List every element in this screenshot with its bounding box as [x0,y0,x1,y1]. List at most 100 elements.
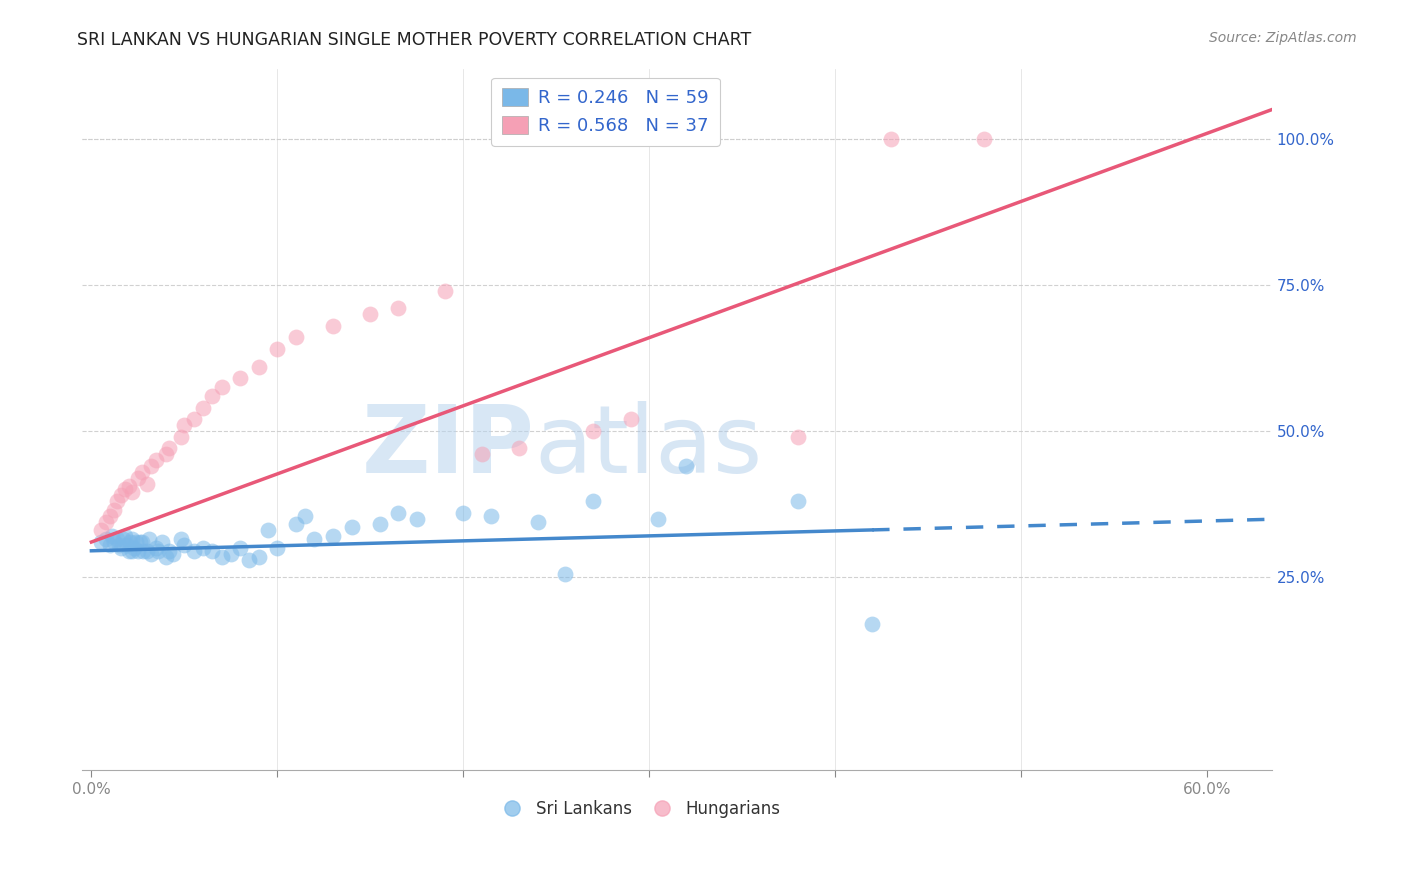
Point [322,529,344,543]
Point [219,547,242,561]
Point [479,508,502,523]
Point [131,535,153,549]
Point [211,380,233,394]
Text: atlas: atlas [534,401,762,493]
Point [90,524,112,538]
Point [128,535,150,549]
Point [125,535,148,549]
Point [127,543,149,558]
Point [387,301,409,316]
Point [284,517,307,532]
Point [155,447,177,461]
Point [101,529,124,543]
Point [183,412,205,426]
Point [155,549,177,564]
Point [131,465,153,479]
Point [191,401,214,415]
Point [191,541,214,555]
Point [405,511,427,525]
Point [173,418,195,433]
Point [247,359,270,374]
Point [107,532,129,546]
Text: SRI LANKAN VS HUNGARIAN SINGLE MOTHER POVERTY CORRELATION CHART: SRI LANKAN VS HUNGARIAN SINGLE MOTHER PO… [77,31,752,49]
Point [647,511,669,525]
Point [526,515,548,529]
Point [229,371,252,385]
Legend: Sri Lankans, Hungarians: Sri Lankans, Hungarians [496,794,787,825]
Point [108,538,131,552]
Point [387,506,409,520]
Point [136,543,159,558]
Point [266,541,288,555]
Point [201,389,224,403]
Point [786,430,808,444]
Point [115,538,138,552]
Point [159,543,181,558]
Point [159,442,181,456]
Point [973,131,995,145]
Point [96,532,118,546]
Point [132,543,155,558]
Point [284,330,307,344]
Point [122,541,145,555]
Point [162,547,184,561]
Point [451,506,474,520]
Point [304,532,326,546]
Point [368,517,391,532]
Point [121,532,143,546]
Point [103,535,125,549]
Point [139,458,162,473]
Point [98,508,121,523]
Point [90,535,112,549]
Point [145,541,167,555]
Point [117,479,139,493]
Point [229,541,252,555]
Point [96,515,118,529]
Point [860,616,883,631]
Point [98,538,121,552]
Point [619,412,641,426]
Point [121,543,143,558]
Text: ZIP: ZIP [361,401,534,493]
Point [238,552,260,566]
Point [508,442,530,456]
Point [471,447,494,461]
Point [183,543,205,558]
Point [169,430,191,444]
Point [110,541,132,555]
Point [257,524,280,538]
Point [173,538,195,552]
Point [201,543,224,558]
Point [433,284,456,298]
Point [340,520,363,534]
Point [139,547,162,561]
Point [138,532,160,546]
Point [211,549,233,564]
Point [266,342,288,356]
Point [148,543,170,558]
Point [247,549,270,564]
Point [114,529,136,543]
Point [117,543,139,558]
Point [111,532,134,546]
Point [121,485,143,500]
Point [294,508,316,523]
Point [107,494,129,508]
Point [582,424,605,438]
Point [582,494,605,508]
Point [127,471,149,485]
Point [120,535,142,549]
Point [554,567,576,582]
Text: Source: ZipAtlas.com: Source: ZipAtlas.com [1209,31,1357,45]
Point [675,458,697,473]
Point [150,535,173,549]
Point [110,488,132,502]
Point [136,476,159,491]
Point [169,532,191,546]
Point [786,494,808,508]
Point [145,453,167,467]
Point [103,503,125,517]
Point [114,483,136,497]
Point [359,307,381,321]
Point [880,131,903,145]
